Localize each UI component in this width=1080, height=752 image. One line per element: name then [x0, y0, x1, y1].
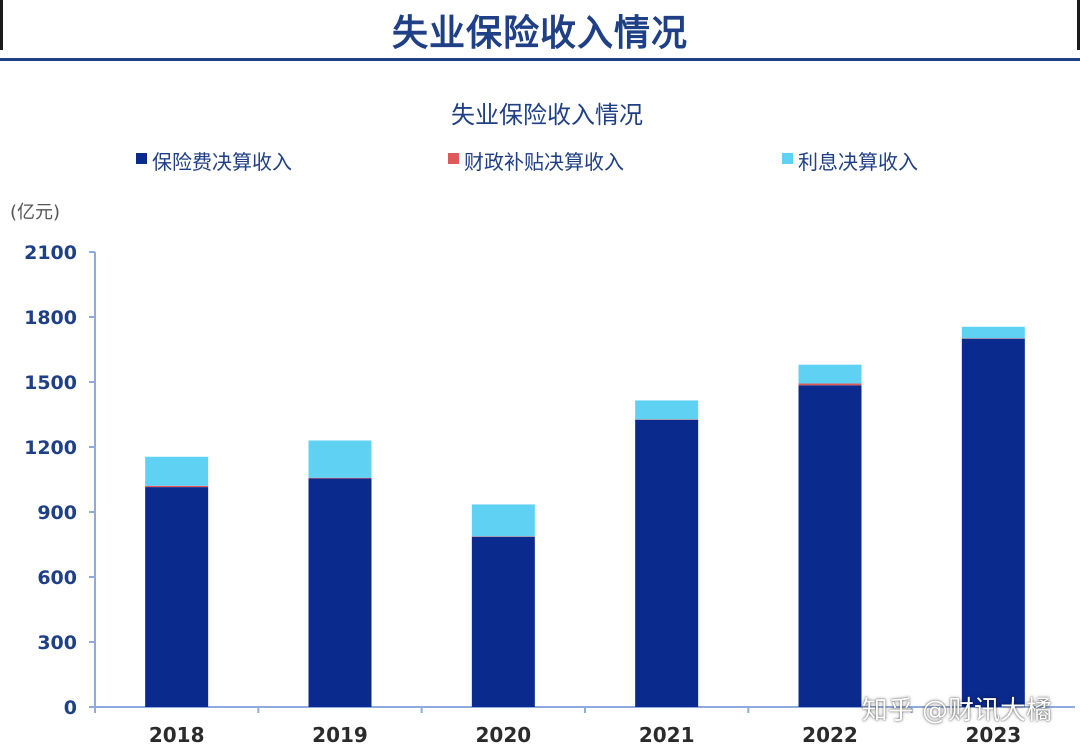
- header-banner: 失业保险收入情况: [0, 0, 1080, 61]
- bar-2019-series-2: [308, 477, 372, 479]
- legend-swatch-3: [782, 153, 793, 164]
- bar-2018-series-2: [145, 485, 209, 488]
- y-tick-label-600: 600: [37, 567, 77, 589]
- y-tick-label-1200: 1200: [24, 437, 77, 459]
- bar-2018-series-1: [145, 487, 209, 707]
- y-axis-unit-label: (亿元): [10, 202, 60, 223]
- bar-2023-series-1: [961, 338, 1025, 707]
- legend-swatch-1: [136, 153, 147, 164]
- banner-left-border: [0, 0, 3, 50]
- bar-2021-series-3: [635, 400, 699, 420]
- x-tick-label-2019: 2019: [312, 723, 368, 747]
- x-tick-label-2023: 2023: [965, 723, 1021, 747]
- y-tick-label-2100: 2100: [24, 242, 77, 264]
- y-tick-label-0: 0: [64, 697, 77, 719]
- bar-2020-series-1: [471, 536, 535, 707]
- watermark: 知乎 @财讯大橘: [861, 696, 1052, 726]
- legend-label-3: 利息决算收入: [798, 150, 918, 174]
- legend-label-2: 财政补贴决算收入: [464, 150, 624, 174]
- bar-2019-series-1: [308, 478, 372, 707]
- bar-2022-series-3: [798, 364, 862, 384]
- legend-swatch-2: [448, 153, 459, 164]
- bar-2022-series-2: [798, 383, 862, 386]
- bar-2019-series-3: [308, 440, 372, 478]
- x-tick-label-2022: 2022: [802, 723, 858, 747]
- x-tick-label-2021: 2021: [639, 723, 695, 747]
- page-title: 失业保险收入情况: [391, 13, 688, 54]
- y-tick-label-300: 300: [37, 632, 77, 654]
- chart-title: 失业保险收入情况: [451, 101, 643, 129]
- x-tick-label-2018: 2018: [149, 723, 205, 747]
- legend-label-1: 保险费决算收入: [152, 150, 292, 174]
- bar-2023-series-3: [961, 326, 1025, 339]
- bar-2021-series-1: [635, 419, 699, 707]
- bar-2018-series-3: [145, 456, 209, 486]
- y-tick-label-1500: 1500: [24, 372, 77, 394]
- bar-2020-series-3: [471, 504, 535, 537]
- x-tick-label-2020: 2020: [475, 723, 531, 747]
- y-tick-label-900: 900: [37, 502, 77, 524]
- y-tick-label-1800: 1800: [24, 307, 77, 329]
- bar-2022-series-1: [798, 385, 862, 707]
- banner-right-border: [1077, 0, 1080, 50]
